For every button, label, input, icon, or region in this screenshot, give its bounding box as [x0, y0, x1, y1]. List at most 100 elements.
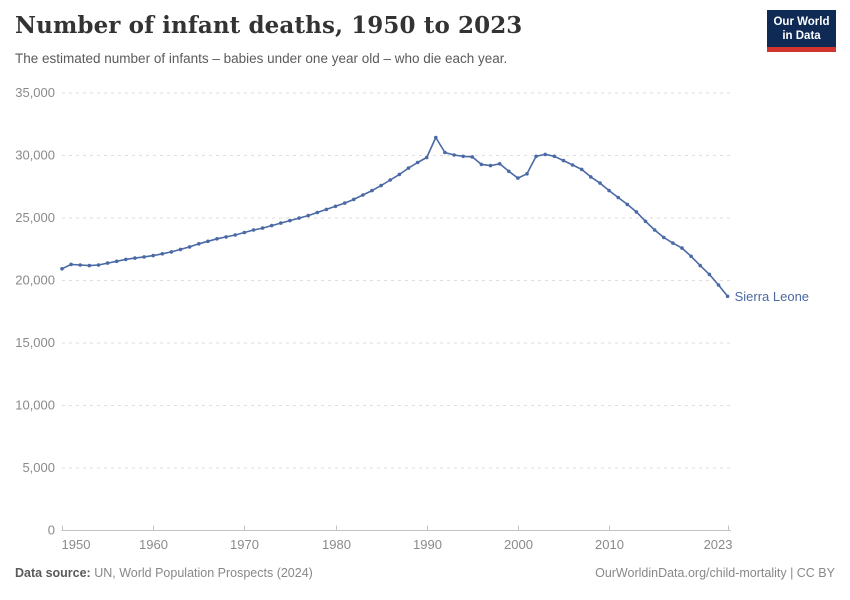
data-point-1959[interactable] [142, 255, 146, 259]
data-point-1953[interactable] [87, 263, 92, 268]
x-tick-label-1990: 1990 [413, 537, 442, 552]
data-point-1972[interactable] [260, 226, 265, 230]
data-point-1995[interactable] [470, 155, 475, 159]
data-point-1986[interactable] [388, 178, 393, 182]
data-point-1973[interactable] [269, 223, 274, 228]
data-point-2011[interactable] [616, 195, 620, 200]
y-tick-label-10000: 10,000 [15, 398, 55, 413]
series-line-sierra-leone[interactable] [61, 136, 729, 297]
x-tick-label-2023: 2023 [704, 537, 733, 552]
y-tick-label-30000: 30,000 [15, 148, 55, 163]
data-point-1991[interactable] [434, 135, 438, 140]
data-point-2000[interactable] [516, 176, 520, 180]
data-point-1956[interactable] [114, 259, 119, 264]
data-point-1993[interactable] [452, 153, 456, 157]
x-tick-label-2010: 2010 [595, 537, 624, 552]
data-point-1966[interactable] [206, 239, 210, 244]
data-point-1961[interactable] [160, 252, 165, 256]
data-point-1998[interactable] [497, 162, 502, 166]
data-point-1957[interactable] [124, 257, 128, 262]
data-point-1979[interactable] [324, 207, 329, 212]
data-point-2009[interactable] [598, 181, 602, 185]
chart-footer: Data source: UN, World Population Prospe… [15, 566, 835, 580]
data-point-2016[interactable] [662, 235, 666, 240]
data-point-1992[interactable] [443, 150, 447, 155]
data-point-1967[interactable] [215, 237, 219, 241]
data-point-2004[interactable] [552, 154, 557, 159]
data-point-1978[interactable] [315, 210, 320, 215]
data-point-1988[interactable] [406, 166, 411, 170]
data-point-1954[interactable] [96, 263, 101, 267]
data-point-2013[interactable] [634, 210, 639, 214]
credit-link[interactable]: OurWorldinData.org/child-mortality | CC … [595, 566, 835, 580]
chart-subtitle: The estimated number of infants – babies… [15, 51, 508, 66]
y-tick-label-35000: 35,000 [15, 85, 55, 100]
data-point-1974[interactable] [279, 221, 283, 225]
y-tick-label-15000: 15,000 [15, 335, 55, 350]
series-entity-label[interactable]: Sierra Leone [735, 289, 809, 304]
data-point-2002[interactable] [534, 154, 538, 159]
x-tick-label-1960: 1960 [139, 537, 168, 552]
data-point-1990[interactable] [424, 155, 429, 160]
data-point-1983[interactable] [361, 193, 365, 197]
data-point-1965[interactable] [197, 242, 201, 246]
owid-logo-stripe [767, 47, 836, 52]
data-point-1981[interactable] [342, 201, 347, 205]
data-point-1969[interactable] [233, 233, 237, 237]
data-point-1962[interactable] [169, 250, 174, 254]
data-point-2018[interactable] [680, 246, 684, 250]
owid-logo[interactable]: Our World in Data [767, 10, 836, 52]
data-point-1999[interactable] [507, 169, 511, 174]
data-point-1984[interactable] [370, 188, 374, 193]
data-point-2006[interactable] [570, 163, 575, 167]
y-tick-label-20000: 20,000 [15, 273, 55, 288]
data-point-2010[interactable] [607, 188, 611, 193]
data-point-2023[interactable] [725, 294, 730, 299]
data-point-1977[interactable] [306, 213, 311, 218]
data-point-2022[interactable] [716, 283, 721, 287]
data-point-1963[interactable] [178, 247, 183, 252]
x-tick-label-1980: 1980 [322, 537, 351, 552]
data-point-2005[interactable] [561, 158, 566, 163]
data-point-1975[interactable] [288, 218, 292, 223]
data-point-2019[interactable] [689, 254, 693, 259]
data-point-2001[interactable] [525, 172, 529, 176]
data-point-1960[interactable] [151, 253, 155, 258]
data-point-1951[interactable] [69, 262, 73, 267]
data-point-1997[interactable] [488, 163, 493, 168]
data-point-1970[interactable] [242, 230, 247, 235]
owid-logo-text: Our World in Data [767, 10, 836, 47]
data-point-1985[interactable] [379, 183, 383, 188]
data-point-1987[interactable] [397, 172, 402, 177]
data-point-2015[interactable] [652, 228, 657, 232]
data-point-1982[interactable] [352, 197, 356, 202]
data-point-1958[interactable] [133, 256, 137, 260]
data-point-1950[interactable] [60, 267, 64, 271]
chart-title: Number of infant deaths, 1950 to 2023 [15, 12, 523, 39]
data-point-2003[interactable] [543, 152, 547, 157]
data-point-1989[interactable] [415, 160, 420, 165]
data-point-1952[interactable] [78, 263, 82, 267]
data-point-2020[interactable] [698, 263, 702, 268]
data-source-label: Data source: [15, 566, 91, 580]
data-point-1996[interactable] [479, 162, 484, 167]
data-point-2014[interactable] [643, 219, 648, 224]
data-point-2007[interactable] [579, 167, 584, 172]
data-point-1994[interactable] [461, 154, 466, 159]
data-point-1971[interactable] [251, 228, 256, 232]
y-tick-label-25000: 25,000 [15, 210, 55, 225]
x-tick-label-2000: 2000 [504, 537, 533, 552]
data-point-1980[interactable] [333, 204, 338, 209]
x-tick-label-1950: 1950 [62, 537, 91, 552]
data-point-2012[interactable] [625, 202, 630, 207]
data-point-1976[interactable] [297, 216, 301, 220]
data-point-2017[interactable] [671, 241, 675, 245]
data-point-2008[interactable] [589, 175, 593, 179]
data-point-1955[interactable] [105, 261, 110, 265]
data-point-1968[interactable] [224, 235, 228, 239]
data-point-1964[interactable] [187, 245, 192, 249]
y-tick-label-0: 0 [48, 523, 55, 538]
data-point-2021[interactable] [707, 272, 712, 277]
